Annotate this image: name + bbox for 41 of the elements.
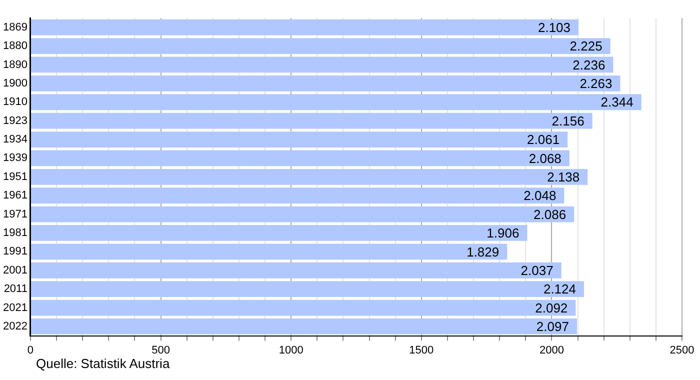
y-tick-label: 1961 xyxy=(2,190,28,202)
data-label: 2.103 xyxy=(538,20,571,35)
y-tick-label: 1939 xyxy=(2,152,28,164)
data-label: 2.263 xyxy=(580,76,612,92)
data-label: 2.037 xyxy=(520,262,554,278)
x-tick-label: 1500 xyxy=(409,344,434,356)
y-tick-label: 1900 xyxy=(2,77,28,90)
x-tick-label: 1000 xyxy=(278,344,304,356)
x-tick-label: 0 xyxy=(27,344,34,356)
x-tick-label: 2500 xyxy=(670,344,694,356)
data-label: 2.092 xyxy=(535,300,568,316)
data-label: 2.097 xyxy=(536,319,569,334)
data-label: 2.225 xyxy=(570,38,602,54)
data-label: 1.829 xyxy=(466,244,500,260)
y-tick-label: 1890 xyxy=(2,58,28,71)
y-tick-label: 2001 xyxy=(2,264,28,276)
data-label: 2.061 xyxy=(527,132,560,148)
data-label: 2.068 xyxy=(528,150,562,166)
y-tick-label: 1951 xyxy=(2,170,28,183)
y-tick-label: 1880 xyxy=(2,40,28,52)
source-note: Quelle: Statistik Austria xyxy=(36,356,170,371)
data-label: 2.124 xyxy=(543,282,576,297)
data-label: 2.344 xyxy=(600,94,634,110)
y-tick-label: 2022 xyxy=(2,320,28,332)
data-label: 2.138 xyxy=(547,169,580,184)
y-tick-label: 1923 xyxy=(2,114,28,127)
y-tick-label: 1981 xyxy=(2,227,28,240)
data-label: 1.906 xyxy=(486,226,520,241)
data-label: 2.156 xyxy=(552,113,584,128)
data-label: 2.236 xyxy=(572,57,606,72)
y-tick-label: 2011 xyxy=(4,283,28,296)
data-label: 2.048 xyxy=(524,188,556,204)
y-tick-label: 1971 xyxy=(2,208,28,220)
y-tick-label: 2021 xyxy=(2,302,28,314)
y-tick-label: 1991 xyxy=(2,246,28,258)
x-tick-label: 500 xyxy=(152,344,170,356)
y-tick-label: 1869 xyxy=(2,21,28,34)
y-tick-label: 1934 xyxy=(2,134,28,146)
x-tick-label: 2000 xyxy=(539,344,564,356)
y-tick-label: 1910 xyxy=(2,96,28,108)
data-label: 2.086 xyxy=(534,206,566,222)
